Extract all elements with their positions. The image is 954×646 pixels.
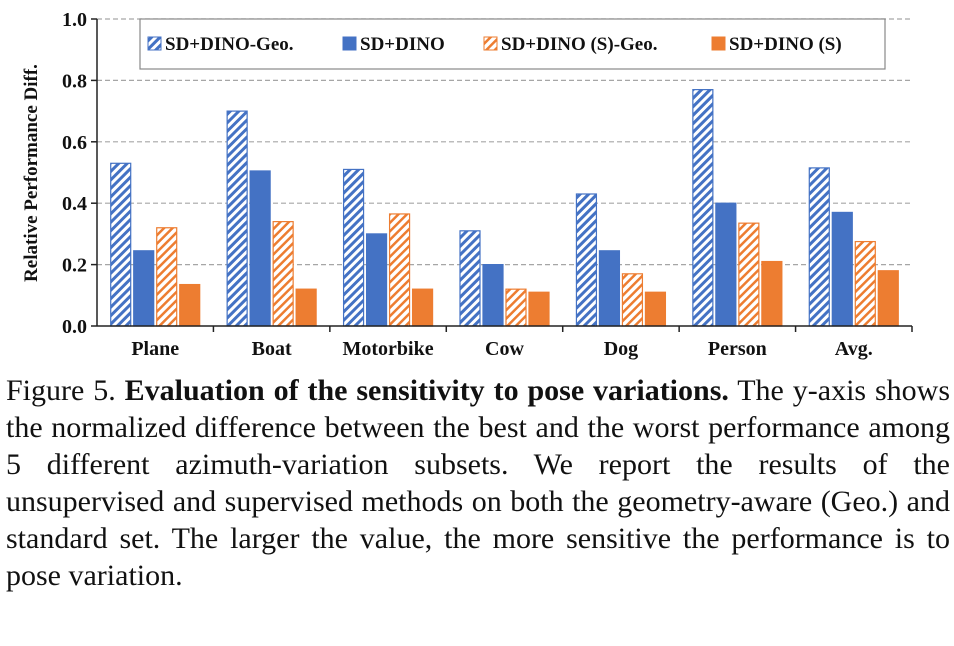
y-tick-label: 1.0 [62, 9, 87, 31]
bar-sd-dino-s-geo--boat [272, 221, 294, 327]
bar-sd-dino-geo--dog [575, 193, 598, 327]
legend-box [139, 18, 886, 70]
bar-sd-dino-geo--boat [226, 110, 248, 327]
bar-sd-dino-dog [598, 250, 621, 327]
x-tick-label: Cow [485, 338, 524, 360]
bar-sd-dino-geo--motorbike [342, 168, 365, 327]
bar-sd-dino-geo--cow [459, 230, 481, 327]
legend-swatch [483, 36, 498, 51]
legend-swatch [342, 36, 357, 51]
bar-sd-dino-avg- [831, 211, 853, 327]
x-tick-label: Motorbike [343, 338, 434, 360]
legend-label: SD+DINO (S) [729, 34, 842, 55]
y-tick-label: 0.0 [62, 316, 87, 338]
x-tick-label: Person [708, 338, 767, 360]
x-tick-label: Avg. [835, 338, 873, 360]
caption-label: Figure 5. [6, 374, 116, 407]
bar-sd-dino-s-geo--dog [621, 273, 644, 327]
bar-sd-dino-s--boat [295, 288, 317, 327]
bar-sd-dino-s--dog [644, 291, 667, 327]
legend-label: SD+DINO [360, 34, 445, 55]
bars [110, 89, 899, 327]
bar-sd-dino-s-geo--motorbike [388, 213, 411, 327]
bar-sd-dino-motorbike [365, 233, 388, 327]
y-tick-label: 0.2 [62, 255, 87, 277]
bar-sd-dino-s--avg- [877, 270, 899, 327]
bar-sd-dino-s-geo--cow [505, 288, 527, 327]
x-tick-label: Plane [131, 338, 179, 360]
y-axis-label: Relative Performance Diff. [21, 64, 42, 282]
bar-sd-dino-s--person [761, 260, 783, 327]
bar-chart: 0.0 0.2 0.4 0.6 0.8 1.0 Plane Boat Motorbike Cow D… [21, 9, 913, 360]
bar-sd-dino-s-geo--plane [156, 227, 178, 327]
y-tick-label: 0.8 [62, 70, 87, 92]
x-tick-label: Boat [252, 338, 292, 360]
bar-sd-dino-geo--avg- [808, 167, 830, 327]
axes: 0.0 0.2 0.4 0.6 0.8 1.0 Plane Boat Motorbike Cow D… [62, 9, 913, 360]
bar-sd-dino-s-geo--person [738, 222, 760, 327]
legend-label: SD+DINO-Geo. [165, 34, 294, 55]
bar-sd-dino-cow [482, 264, 504, 327]
bar-sd-dino-geo--plane [110, 162, 132, 327]
bar-sd-dino-s-geo--avg- [854, 240, 876, 327]
caption-text: The y-axis shows the normalized differen… [6, 374, 950, 592]
bar-sd-dino-boat [249, 170, 271, 327]
bar-sd-dino-s--plane [179, 283, 201, 327]
legend-swatch [711, 36, 726, 51]
bar-sd-dino-s--cow [528, 291, 550, 327]
bar-sd-dino-plane [133, 250, 155, 327]
legend-label: SD+DINO (S)-Geo. [501, 34, 658, 55]
x-tick-label: Dog [604, 338, 638, 360]
bar-sd-dino-person [715, 202, 737, 327]
bar-sd-dino-geo--person [692, 89, 714, 327]
legend-swatch [147, 36, 162, 51]
y-tick-label: 0.6 [62, 132, 87, 154]
bar-sd-dino-s--motorbike [411, 288, 434, 327]
caption-title: Evaluation of the sensitivity to pose va… [124, 374, 729, 407]
legend: SD+DINO-Geo. SD+DINO SD+DINO (S)-Geo. SD+DI… [139, 18, 886, 70]
y-tick-label: 0.4 [62, 193, 87, 215]
figure-caption: Figure 5. Evaluation of the sensitivity … [6, 372, 950, 594]
